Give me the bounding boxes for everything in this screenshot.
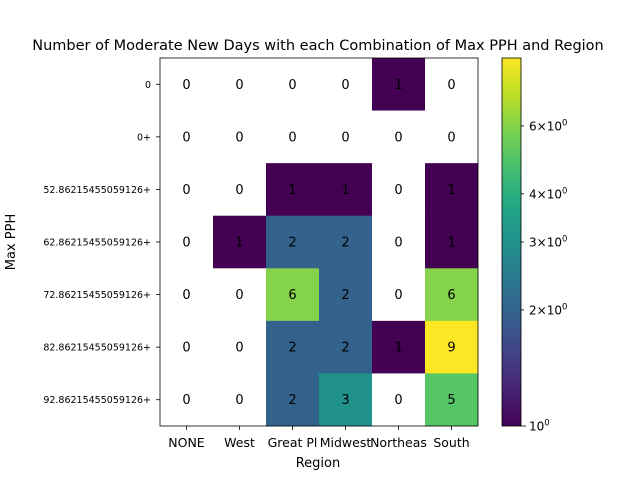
y-axis-label: Max PPH xyxy=(4,214,19,270)
cell-value-label: 1 xyxy=(394,341,402,356)
cell-value-label: 0 xyxy=(394,393,402,408)
x-tick-label: Midwest xyxy=(320,435,372,450)
cell-value-label: 2 xyxy=(341,288,349,303)
y-tick-label: 0 xyxy=(145,80,151,91)
cell-value-label: 6 xyxy=(447,288,455,303)
cell-value-label: 1 xyxy=(288,183,296,198)
cell-value-label: 0 xyxy=(182,130,190,145)
y-tick-label: 72.86215455059126+ xyxy=(43,290,151,301)
x-axis-label: Region xyxy=(296,456,341,471)
cell-value-label: 0 xyxy=(235,393,243,408)
x-tick-label: Northeas xyxy=(370,435,427,450)
cell-value-label: 1 xyxy=(447,183,455,198)
cell-value-label: 0 xyxy=(235,341,243,356)
cell-value-label: 0 xyxy=(182,78,190,93)
y-axis-ticks: 0 0+ 52.86215455059126+ 62.86215455059126+ 7… xyxy=(43,80,160,406)
cell-value-label: 0 xyxy=(447,130,455,145)
y-tick-label: 62.86215455059126+ xyxy=(43,238,151,249)
cell-value-label: 9 xyxy=(447,341,455,356)
colorbar-tick-label: 2×100 xyxy=(529,302,567,317)
cell-value-label: 0 xyxy=(182,236,190,251)
chart-title: Number of Moderate New Days with each Co… xyxy=(32,38,604,54)
cell-value-label: 2 xyxy=(288,341,296,356)
cell-value-label: 2 xyxy=(341,236,349,251)
cell-value-label: 3 xyxy=(341,393,349,408)
cell-value-label: 1 xyxy=(341,183,349,198)
heatmap-cells xyxy=(160,58,478,426)
colorbar-tick-label: 4×100 xyxy=(529,186,567,201)
cell-value-label: 0 xyxy=(182,183,190,198)
cell-value-label: 0 xyxy=(341,130,349,145)
y-tick-label: 0+ xyxy=(137,132,151,143)
x-tick-label: South xyxy=(433,435,469,450)
cell-value-label: 5 xyxy=(447,393,455,408)
cell-value-label: 0 xyxy=(288,130,296,145)
colorbar xyxy=(502,58,521,426)
y-tick-label: 92.86215455059126+ xyxy=(43,395,151,406)
cell-value-label: 2 xyxy=(341,341,349,356)
cell-value-label: 2 xyxy=(288,393,296,408)
x-tick-label: Great Pl xyxy=(268,435,318,450)
cell-value-label: 1 xyxy=(394,78,402,93)
cell-value-label: 0 xyxy=(394,236,402,251)
cell-value-label: 2 xyxy=(288,236,296,251)
cell-value-label: 0 xyxy=(235,183,243,198)
cell-value-label: 0 xyxy=(182,341,190,356)
cell-value-label: 0 xyxy=(235,130,243,145)
x-tick-label: NONE xyxy=(168,435,205,450)
colorbar-tick-label: 100 xyxy=(529,419,550,434)
cell-value-label: 0 xyxy=(394,183,402,198)
cell-value-label: 6 xyxy=(288,288,296,303)
colorbar-tick-label: 3×100 xyxy=(529,235,567,250)
cell-value-label: 0 xyxy=(394,130,402,145)
cell-value-label: 0 xyxy=(447,78,455,93)
cell-value-label: 0 xyxy=(182,288,190,303)
x-tick-label: West xyxy=(224,435,255,450)
colorbar-ticks: 100 2×100 3×100 4×100 6×100 xyxy=(521,118,567,433)
cell-value-label: 1 xyxy=(235,236,243,251)
y-tick-label: 82.86215455059126+ xyxy=(43,343,151,354)
cell-value-label: 0 xyxy=(235,288,243,303)
cell-value-label: 1 xyxy=(447,236,455,251)
y-tick-label: 52.86215455059126+ xyxy=(43,185,151,196)
cell-value-label: 0 xyxy=(341,78,349,93)
cell-value-label: 0 xyxy=(235,78,243,93)
cell-value-label: 0 xyxy=(288,78,296,93)
cell-value-label: 0 xyxy=(182,393,190,408)
cell-value-label: 0 xyxy=(394,288,402,303)
colorbar-tick-label: 6×100 xyxy=(529,118,567,133)
